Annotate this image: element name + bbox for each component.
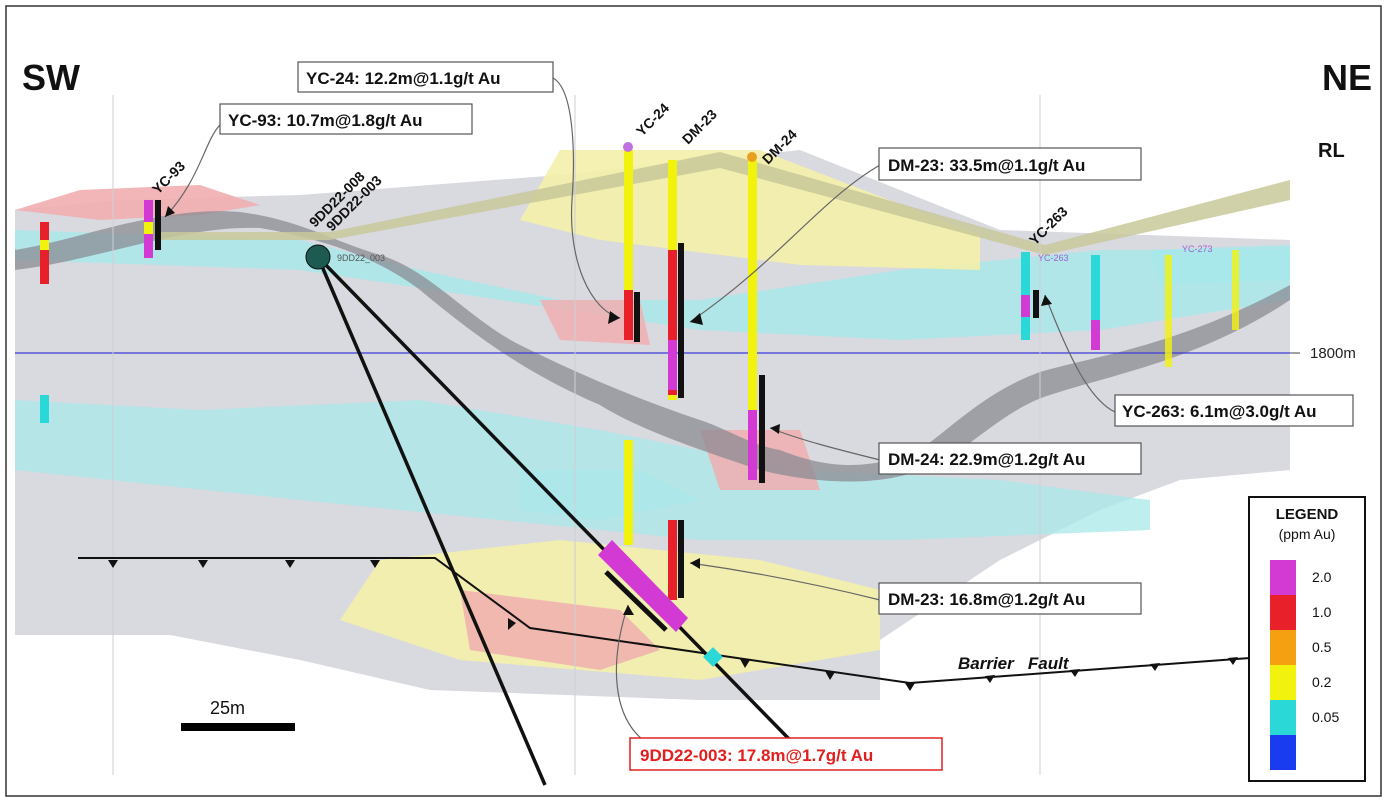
hole-small-yc263: YC-263 <box>1038 253 1069 263</box>
orientation-right: NE <box>1322 57 1372 98</box>
legend-value: 2.0 <box>1312 569 1332 585</box>
legend-chip <box>1270 700 1296 735</box>
legend: LEGEND (ppm Au) 2.0 1.0 0.5 0.2 0.05 <box>1248 496 1366 782</box>
callout-yc263: YC-263: 6.1m@3.0g/t Au <box>1114 394 1354 427</box>
hole-small-yc273: YC-273 <box>1182 244 1213 254</box>
legend-chip <box>1270 560 1296 595</box>
barrier-fault-line <box>78 557 1251 685</box>
legend-subtitle: (ppm Au) <box>1278 526 1336 542</box>
legend-chip <box>1270 595 1296 630</box>
legend-chip <box>1270 665 1296 700</box>
legend-value: 1.0 <box>1312 604 1332 620</box>
callout-yc93-text: YC-93: 10.7m@1.8g/t Au <box>228 111 423 130</box>
callout-dm23-upper-text: DM-23: 33.5m@1.1g/t Au <box>888 156 1085 175</box>
callout-dm24: DM-24: 22.9m@1.2g/t Au <box>878 442 1142 475</box>
elevation-1800m: 1800m <box>1310 345 1356 362</box>
callout-9dd22-003: 9DD22-003: 17.8m@1.7g/t Au <box>629 737 943 771</box>
fault-label: Barrier Fault <box>958 654 1070 673</box>
callout-dm23-lower: DM-23: 16.8m@1.2g/t Au <box>878 582 1142 615</box>
callout-9dd22-003-text: 9DD22-003: 17.8m@1.7g/t Au <box>640 746 873 765</box>
callout-dm24-text: DM-24: 22.9m@1.2g/t Au <box>888 450 1085 469</box>
callout-yc263-text: YC-263: 6.1m@3.0g/t Au <box>1122 402 1317 421</box>
callout-yc24: YC-24: 12.2m@1.1g/t Au <box>297 61 554 93</box>
scale-bar-label: 25m <box>210 698 246 718</box>
hole-small-9dd: 9DD22_003 <box>337 253 385 263</box>
legend-title: LEGEND <box>1275 506 1339 523</box>
drill-holes <box>40 142 1239 667</box>
scale-bar <box>181 723 295 731</box>
legend-chip <box>1270 630 1296 665</box>
legend-value: 0.5 <box>1312 639 1332 655</box>
orientation-left: SW <box>22 57 80 98</box>
callout-yc93: YC-93: 10.7m@1.8g/t Au <box>219 103 473 135</box>
legend-chip <box>1270 735 1296 770</box>
callout-dm23-lower-text: DM-23: 16.8m@1.2g/t Au <box>888 590 1085 609</box>
callout-dm23-upper: DM-23: 33.5m@1.1g/t Au <box>878 147 1142 181</box>
legend-value: 0.05 <box>1312 709 1340 725</box>
callout-yc24-text: YC-24: 12.2m@1.1g/t Au <box>306 69 501 88</box>
rl-label: RL <box>1318 140 1345 162</box>
legend-value: 0.2 <box>1312 674 1332 690</box>
